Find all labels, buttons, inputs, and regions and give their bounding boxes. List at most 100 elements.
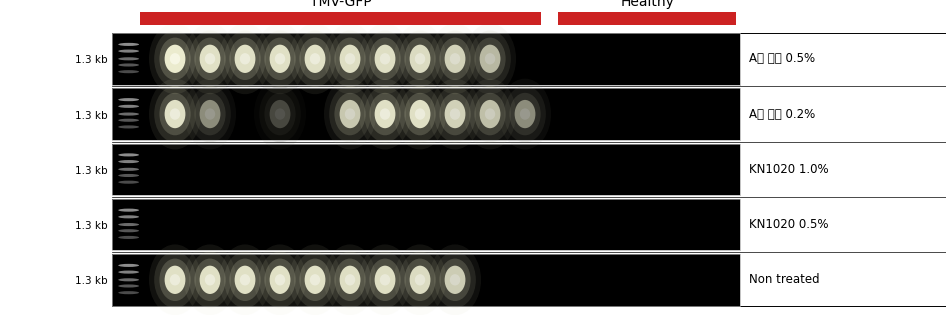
Ellipse shape [469,86,511,142]
Ellipse shape [429,244,481,315]
Ellipse shape [504,86,546,142]
Ellipse shape [118,119,139,122]
Text: 1.3 kb: 1.3 kb [76,166,108,176]
Ellipse shape [195,259,225,301]
Ellipse shape [224,251,266,308]
Ellipse shape [118,271,139,274]
Ellipse shape [414,274,425,285]
Ellipse shape [270,45,290,73]
Bar [112,33,740,84]
Ellipse shape [399,251,441,308]
Ellipse shape [364,31,406,87]
Text: A사 제제 0.2%: A사 제제 0.2% [749,107,815,121]
Text: 1.3 kb: 1.3 kb [76,221,108,231]
Ellipse shape [170,53,180,65]
Ellipse shape [118,160,139,163]
Ellipse shape [184,23,236,94]
Bar [112,144,740,195]
Bar [112,144,740,195]
Ellipse shape [118,125,139,129]
Ellipse shape [254,79,306,149]
Ellipse shape [410,45,430,73]
Ellipse shape [344,108,355,120]
Ellipse shape [410,100,430,128]
Ellipse shape [259,86,301,142]
Ellipse shape [274,274,285,285]
Text: 1.3 kb: 1.3 kb [76,111,108,121]
Bar [140,12,541,25]
Ellipse shape [170,274,180,285]
Ellipse shape [499,79,551,149]
Text: TMV-GFP: TMV-GFP [309,0,372,9]
Ellipse shape [364,251,406,308]
Bar [112,254,740,306]
Ellipse shape [118,284,139,288]
Ellipse shape [118,112,139,116]
Ellipse shape [118,49,139,53]
Ellipse shape [118,57,139,60]
Ellipse shape [344,53,355,65]
Ellipse shape [450,108,460,120]
Text: KN1020 0.5%: KN1020 0.5% [749,218,829,231]
Ellipse shape [439,37,470,80]
Ellipse shape [480,100,500,128]
Text: 1.3 kb: 1.3 kb [76,276,108,286]
Ellipse shape [329,251,371,308]
Bar [112,199,740,250]
Ellipse shape [369,93,401,135]
Bar [558,12,736,25]
Ellipse shape [414,108,425,120]
Ellipse shape [515,100,535,128]
Ellipse shape [118,278,139,281]
Ellipse shape [118,63,139,66]
Ellipse shape [118,229,139,232]
Ellipse shape [189,86,231,142]
Ellipse shape [359,79,411,149]
Ellipse shape [359,244,411,315]
Ellipse shape [340,45,360,73]
Ellipse shape [240,274,250,285]
Ellipse shape [464,79,517,149]
Ellipse shape [204,274,216,285]
Bar [112,199,740,250]
Ellipse shape [399,86,441,142]
Ellipse shape [118,209,139,212]
Ellipse shape [235,45,255,73]
Ellipse shape [434,31,476,87]
Ellipse shape [170,108,180,120]
Ellipse shape [375,100,395,128]
Ellipse shape [450,274,460,285]
Ellipse shape [394,23,447,94]
Bar [112,88,740,140]
Ellipse shape [118,215,139,218]
Ellipse shape [434,251,476,308]
Ellipse shape [154,31,196,87]
Ellipse shape [204,108,216,120]
Ellipse shape [165,100,185,128]
Ellipse shape [299,37,331,80]
Ellipse shape [294,251,336,308]
Ellipse shape [149,244,201,315]
Text: KN1020 1.0%: KN1020 1.0% [749,163,829,176]
Ellipse shape [118,291,139,294]
Ellipse shape [340,100,360,128]
Ellipse shape [310,53,320,65]
Ellipse shape [219,244,272,315]
Ellipse shape [289,23,341,94]
Ellipse shape [118,264,139,267]
Ellipse shape [184,244,236,315]
Ellipse shape [165,266,185,294]
Ellipse shape [118,43,139,46]
Bar [112,88,740,140]
Ellipse shape [344,274,355,285]
Text: Non treated: Non treated [749,273,820,286]
Ellipse shape [475,93,505,135]
Ellipse shape [324,79,377,149]
Ellipse shape [149,23,201,94]
Ellipse shape [299,259,331,301]
Ellipse shape [429,23,481,94]
Ellipse shape [118,174,139,177]
Ellipse shape [154,251,196,308]
Ellipse shape [310,274,320,285]
Ellipse shape [464,23,517,94]
